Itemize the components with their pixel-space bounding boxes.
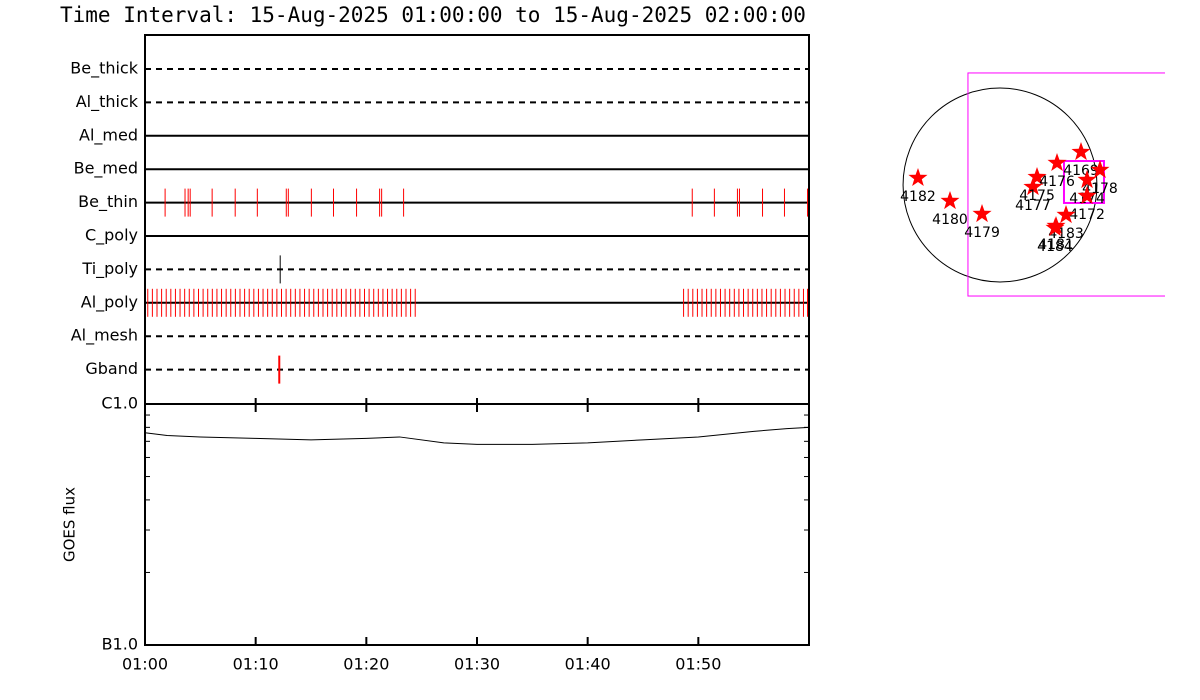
region-label: 4175	[1019, 188, 1055, 204]
title: Time Interval: 15-Aug-2025 01:00:00 to 1…	[60, 3, 806, 27]
region-label: 4177	[1015, 198, 1051, 214]
region-star	[940, 191, 960, 210]
region-star	[1071, 142, 1091, 161]
region-label: 4169	[1063, 163, 1099, 179]
region-label: 4176	[1039, 174, 1075, 190]
region-star	[1077, 170, 1097, 189]
filter-label: Al_med	[79, 125, 138, 145]
x-tick-label: 01:50	[675, 655, 721, 674]
filter-label: Al_thick	[76, 92, 139, 112]
x-tick-label: 01:10	[233, 655, 279, 674]
region-star	[1090, 160, 1110, 179]
filter-label: C_poly	[85, 226, 138, 246]
goes-curve	[144, 426, 810, 445]
solar-disk	[902, 87, 1098, 283]
solar-map: 4182418041794177417541764169417841744172…	[900, 72, 1165, 297]
y-tick-label: B1.0	[102, 635, 138, 654]
region-label: 4180	[932, 212, 968, 228]
region-star	[1047, 153, 1067, 171]
filter-label: Ti_poly	[81, 259, 138, 279]
field-of-view	[967, 72, 1165, 297]
filter-label: Al_mesh	[71, 326, 138, 346]
filter-label: Al_poly	[81, 292, 138, 312]
region-label: 4181	[1038, 237, 1074, 253]
filter-label: Be_thin	[78, 192, 138, 212]
y-axis-label: GOES flux	[61, 487, 79, 562]
region-label: 4172	[1069, 207, 1105, 223]
field-of-view	[1062, 160, 1105, 204]
y-tick-label: C1.0	[101, 394, 138, 413]
region-star	[1056, 205, 1076, 224]
region-star	[972, 204, 992, 223]
region-label: 4179	[964, 225, 1000, 241]
x-tick-label: 01:20	[343, 655, 389, 674]
x-tick-label: 01:00	[122, 655, 168, 674]
filter-label: Be_thick	[70, 59, 138, 79]
region-star	[1023, 177, 1043, 196]
region-star	[908, 168, 928, 186]
region-label: 4184	[1037, 239, 1073, 255]
region-label: 4182	[900, 189, 936, 205]
x-tick-label: 01:30	[454, 655, 500, 674]
region-star	[1045, 218, 1065, 236]
filter-panel-frame	[144, 34, 810, 405]
x-tick-label: 01:40	[565, 655, 611, 674]
filter-label: Gband	[85, 359, 138, 378]
goes-panel-frame	[144, 403, 810, 646]
filter-label: Be_med	[74, 159, 138, 179]
region-star	[1027, 167, 1047, 186]
region-star	[1077, 186, 1097, 205]
